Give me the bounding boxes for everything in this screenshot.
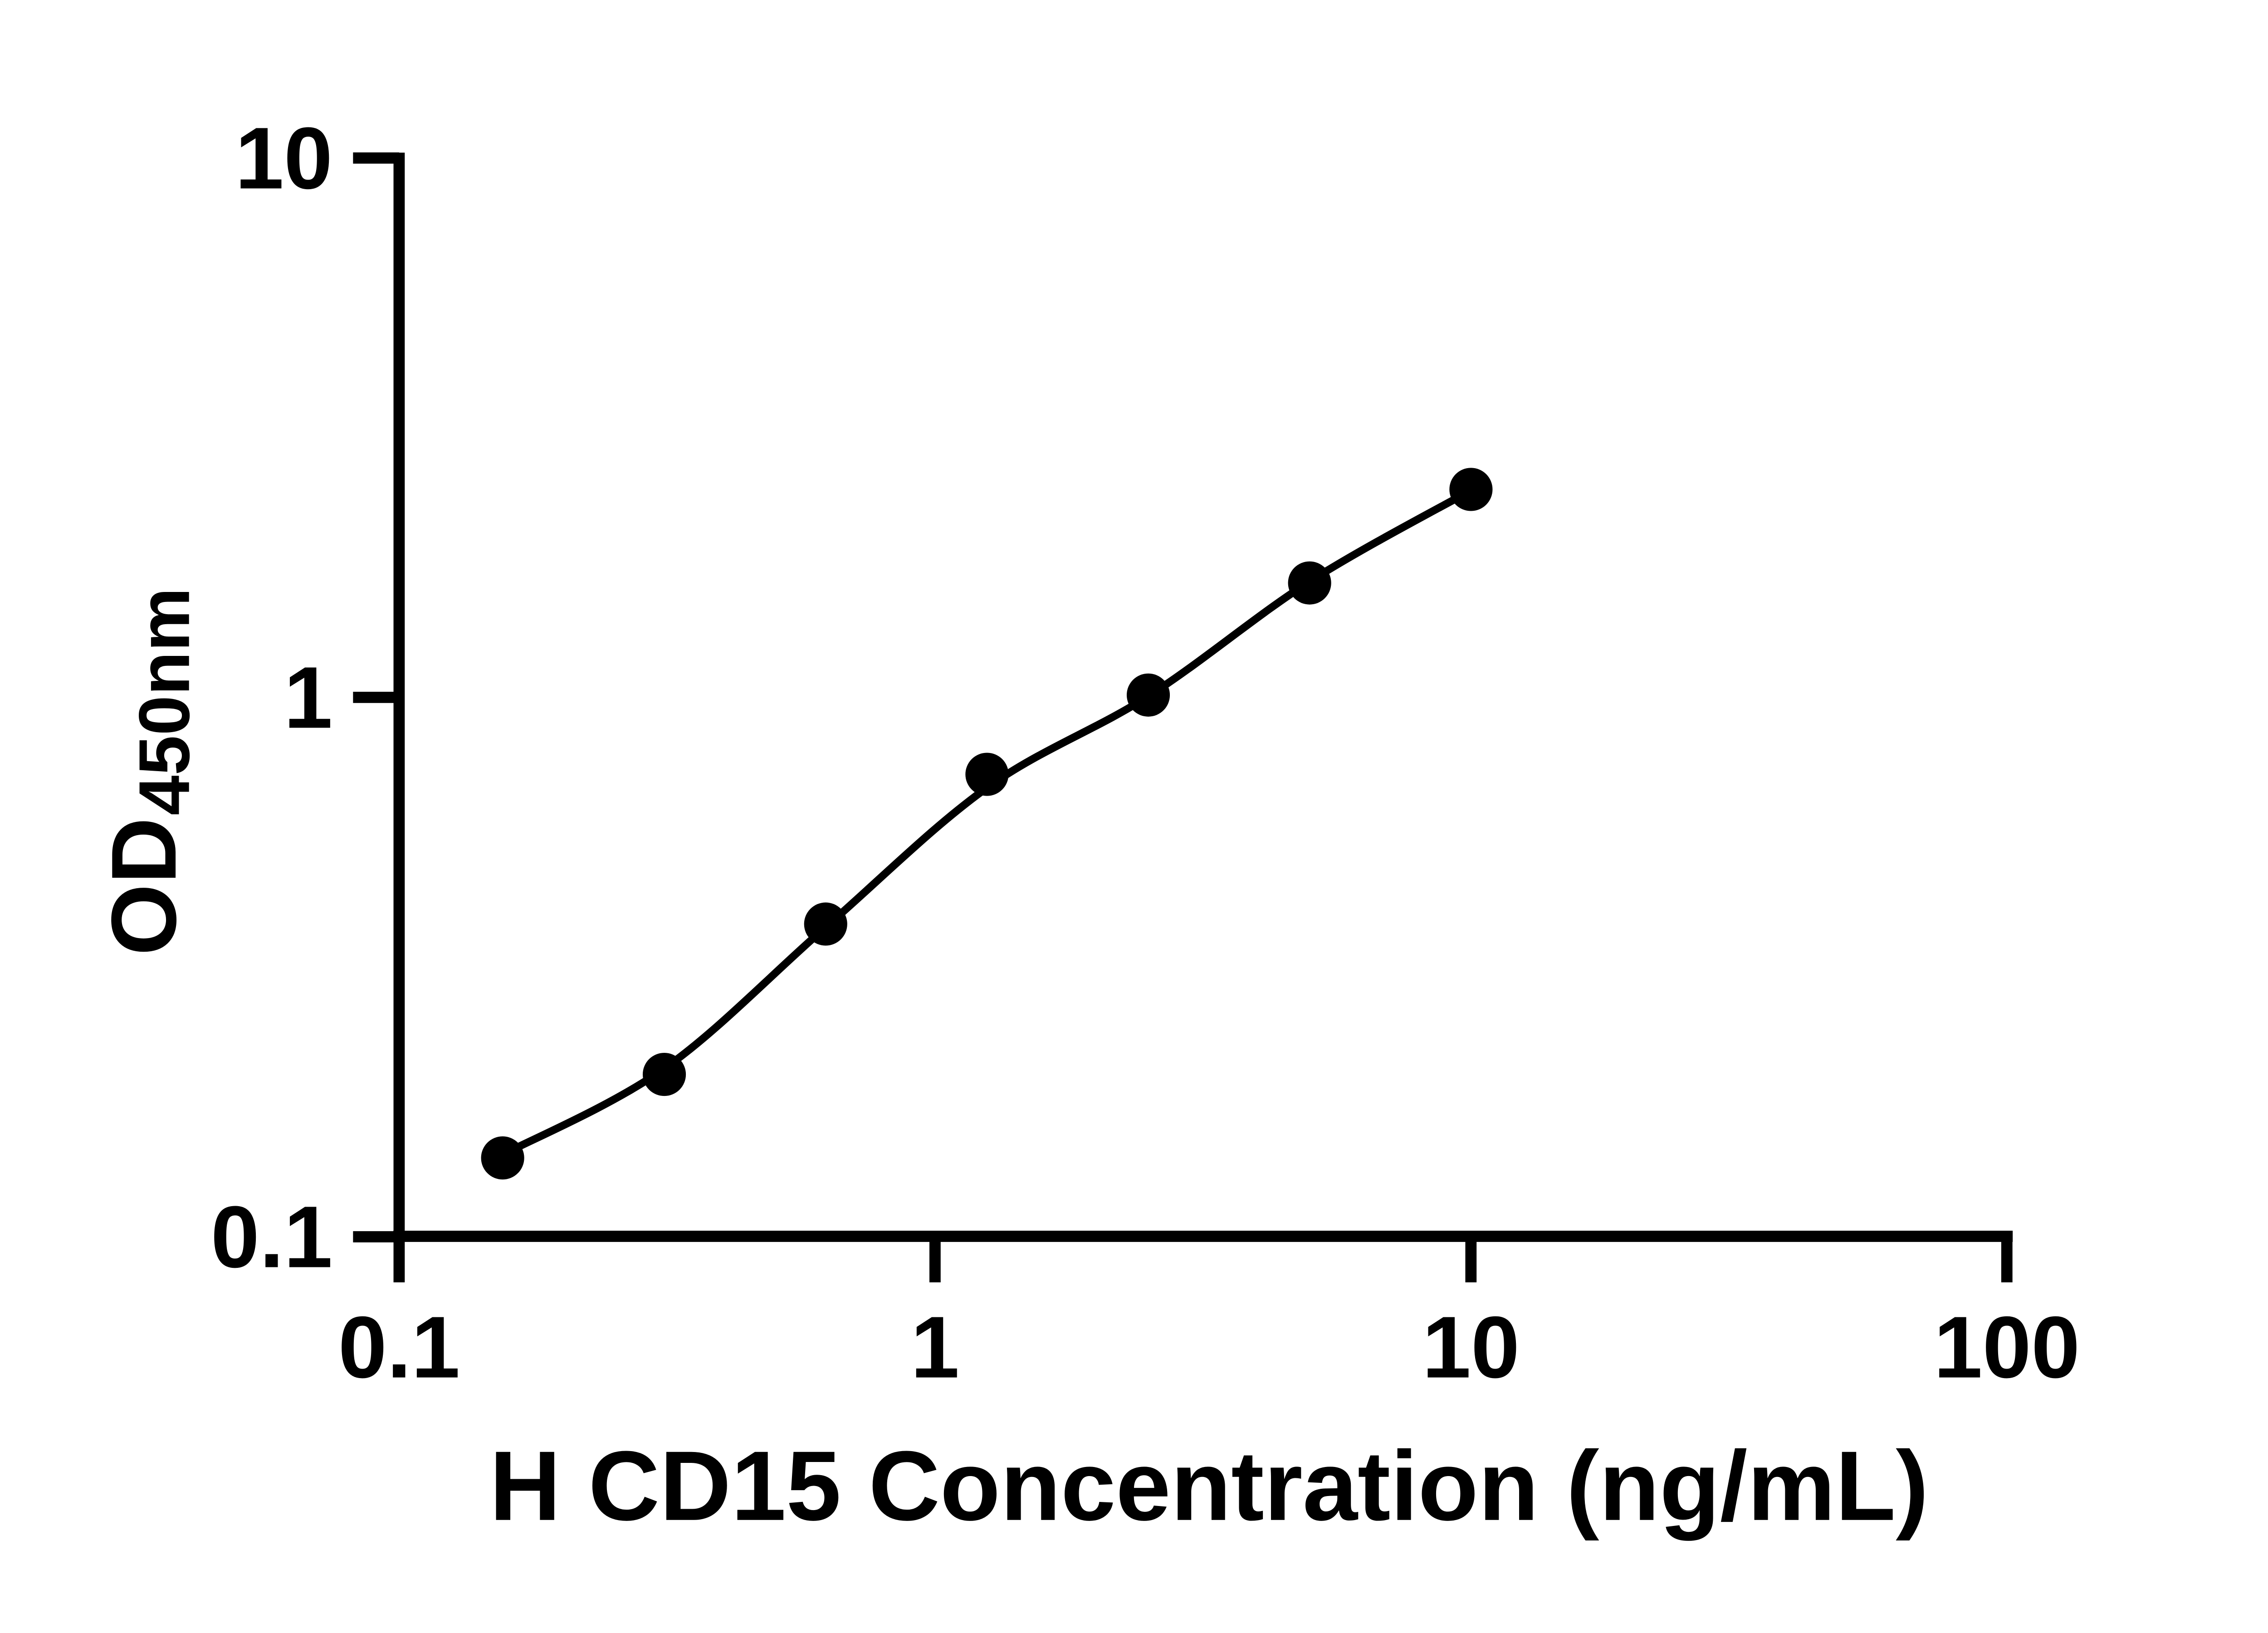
y-axis-title-subscript: 450nm: [124, 587, 205, 815]
y-tick-label: 1: [284, 648, 332, 746]
y-tick-label: 10: [235, 109, 332, 207]
x-axis-title: H CD15 Concentration (ng/mL): [489, 1431, 1929, 1541]
data-point: [1126, 673, 1170, 717]
y-axis-title-main: OD: [93, 817, 196, 956]
data-point: [804, 902, 847, 946]
x-tick-label: 1: [911, 1298, 959, 1396]
x-tick-label: 10: [1422, 1298, 1520, 1396]
data-point: [965, 753, 1009, 796]
data-point: [642, 1053, 686, 1096]
data-point: [481, 1136, 524, 1180]
data-point: [1288, 561, 1331, 605]
y-tick-label: 0.1: [211, 1188, 333, 1286]
y-axis-title: OD 450nm: [93, 587, 205, 955]
x-tick-label: 0.1: [338, 1298, 460, 1396]
data-point: [1449, 468, 1493, 511]
axes-layer: 10 1 0.10.1 1 10 100: [211, 109, 2080, 1396]
data-layer: [481, 468, 1493, 1180]
x-tick-label: 100: [1934, 1298, 2080, 1396]
